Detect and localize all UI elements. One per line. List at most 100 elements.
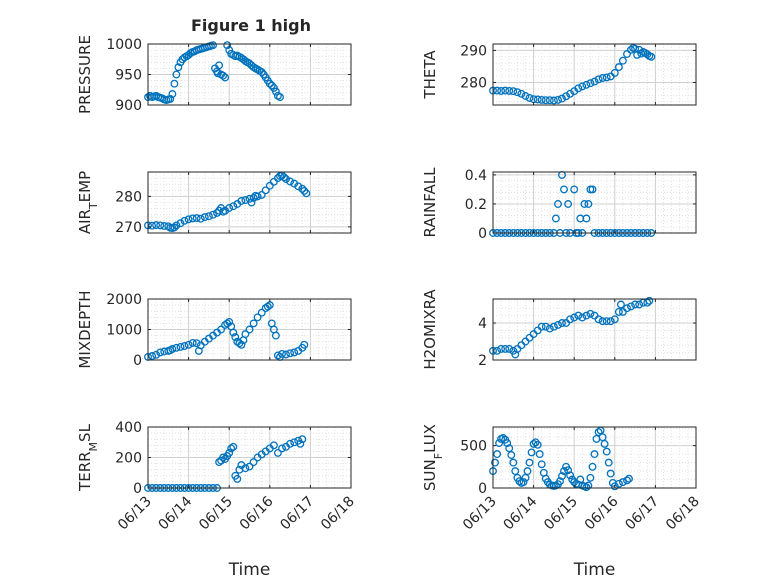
data-point — [192, 214, 201, 223]
data-point — [223, 41, 232, 50]
data-point — [566, 315, 575, 324]
data-point — [219, 71, 228, 80]
data-point — [623, 476, 631, 485]
data-point — [570, 185, 579, 194]
data-point — [261, 186, 270, 195]
x-tick-label: 06/13 — [115, 494, 155, 534]
data-point — [614, 479, 623, 488]
data-series — [489, 426, 633, 492]
plot-area — [493, 299, 696, 360]
data-point — [290, 348, 299, 357]
data-point — [247, 198, 256, 207]
data-point — [618, 478, 627, 487]
data-point — [227, 444, 236, 453]
data-point — [519, 478, 528, 487]
data-point — [533, 440, 542, 449]
data-point — [170, 223, 179, 232]
data-point — [296, 439, 305, 448]
data-point — [245, 462, 254, 471]
y-tick-label: 1000 — [106, 323, 142, 339]
data-point — [600, 439, 609, 448]
data-point — [286, 439, 295, 448]
y-tick-label: 0.2 — [465, 197, 487, 213]
data-point — [614, 63, 623, 72]
data-point — [614, 307, 623, 316]
data-point — [501, 344, 510, 353]
data-point — [558, 94, 566, 103]
data-point — [606, 317, 615, 326]
tick-marks — [147, 43, 352, 106]
data-point — [588, 185, 597, 194]
x-tick-label: 06/17 — [277, 494, 317, 534]
data-point — [493, 86, 502, 95]
y-axis-label: AIRTEMP — [76, 171, 100, 234]
data-series — [144, 41, 284, 105]
data-point — [505, 86, 514, 95]
data-point — [509, 87, 518, 96]
data-point — [602, 73, 611, 82]
data-point — [537, 460, 546, 469]
data-point — [564, 200, 573, 208]
data-series — [489, 296, 654, 359]
data-point — [495, 439, 504, 448]
subplot-8: 0 500 SUNFLUX 06/13 06/14 06/15 06/16 06/17 06/1… — [421, 424, 703, 580]
y-tick-label: 2000 — [106, 292, 142, 308]
data-point — [180, 216, 189, 225]
data-point — [265, 181, 274, 190]
data-point — [578, 82, 587, 91]
subplot-3: 270 280 AIRTEMP — [76, 171, 352, 236]
data-point — [533, 95, 542, 104]
data-point — [491, 458, 499, 467]
data-point — [249, 319, 258, 328]
data-point — [505, 444, 514, 453]
data-point — [515, 477, 524, 486]
data-point — [549, 96, 558, 105]
data-point — [215, 458, 224, 467]
y-axis-label: RAINFALL — [421, 167, 439, 238]
data-point — [225, 204, 234, 212]
tick-marks — [492, 299, 697, 361]
data-point — [623, 50, 631, 58]
data-point — [549, 322, 558, 331]
data-point — [564, 466, 573, 475]
data-point — [521, 92, 530, 100]
y-tick-label: 900 — [115, 98, 142, 114]
data-point — [176, 342, 185, 351]
data-point — [278, 349, 286, 358]
data-point — [180, 342, 189, 350]
x-tick-label: 06/18 — [663, 494, 703, 534]
data-point — [598, 74, 607, 82]
data-point — [278, 444, 286, 453]
data-point — [586, 79, 595, 88]
data-point — [204, 212, 213, 221]
data-point — [263, 302, 272, 311]
data-point — [188, 214, 197, 223]
data-point — [584, 481, 593, 490]
data-point — [551, 214, 560, 223]
data-point — [602, 447, 611, 456]
data-point — [184, 340, 193, 349]
y-tick-label: 280 — [115, 189, 142, 205]
data-point — [269, 441, 278, 450]
data-point — [582, 80, 591, 89]
data-point — [249, 193, 258, 202]
data-point — [545, 96, 554, 105]
data-point — [298, 435, 307, 444]
data-point — [513, 88, 522, 97]
data-point — [174, 63, 183, 72]
data-point — [265, 79, 274, 88]
data-point — [562, 92, 571, 101]
data-point — [184, 215, 193, 224]
data-point — [497, 86, 506, 95]
data-point — [192, 339, 201, 348]
data-point — [558, 472, 566, 481]
data-point — [493, 346, 502, 355]
data-point — [586, 473, 595, 482]
data-point — [493, 450, 502, 459]
data-point — [298, 184, 307, 193]
data-series — [489, 43, 656, 105]
data-point — [590, 450, 599, 459]
data-point — [556, 477, 564, 486]
data-point — [280, 173, 288, 182]
